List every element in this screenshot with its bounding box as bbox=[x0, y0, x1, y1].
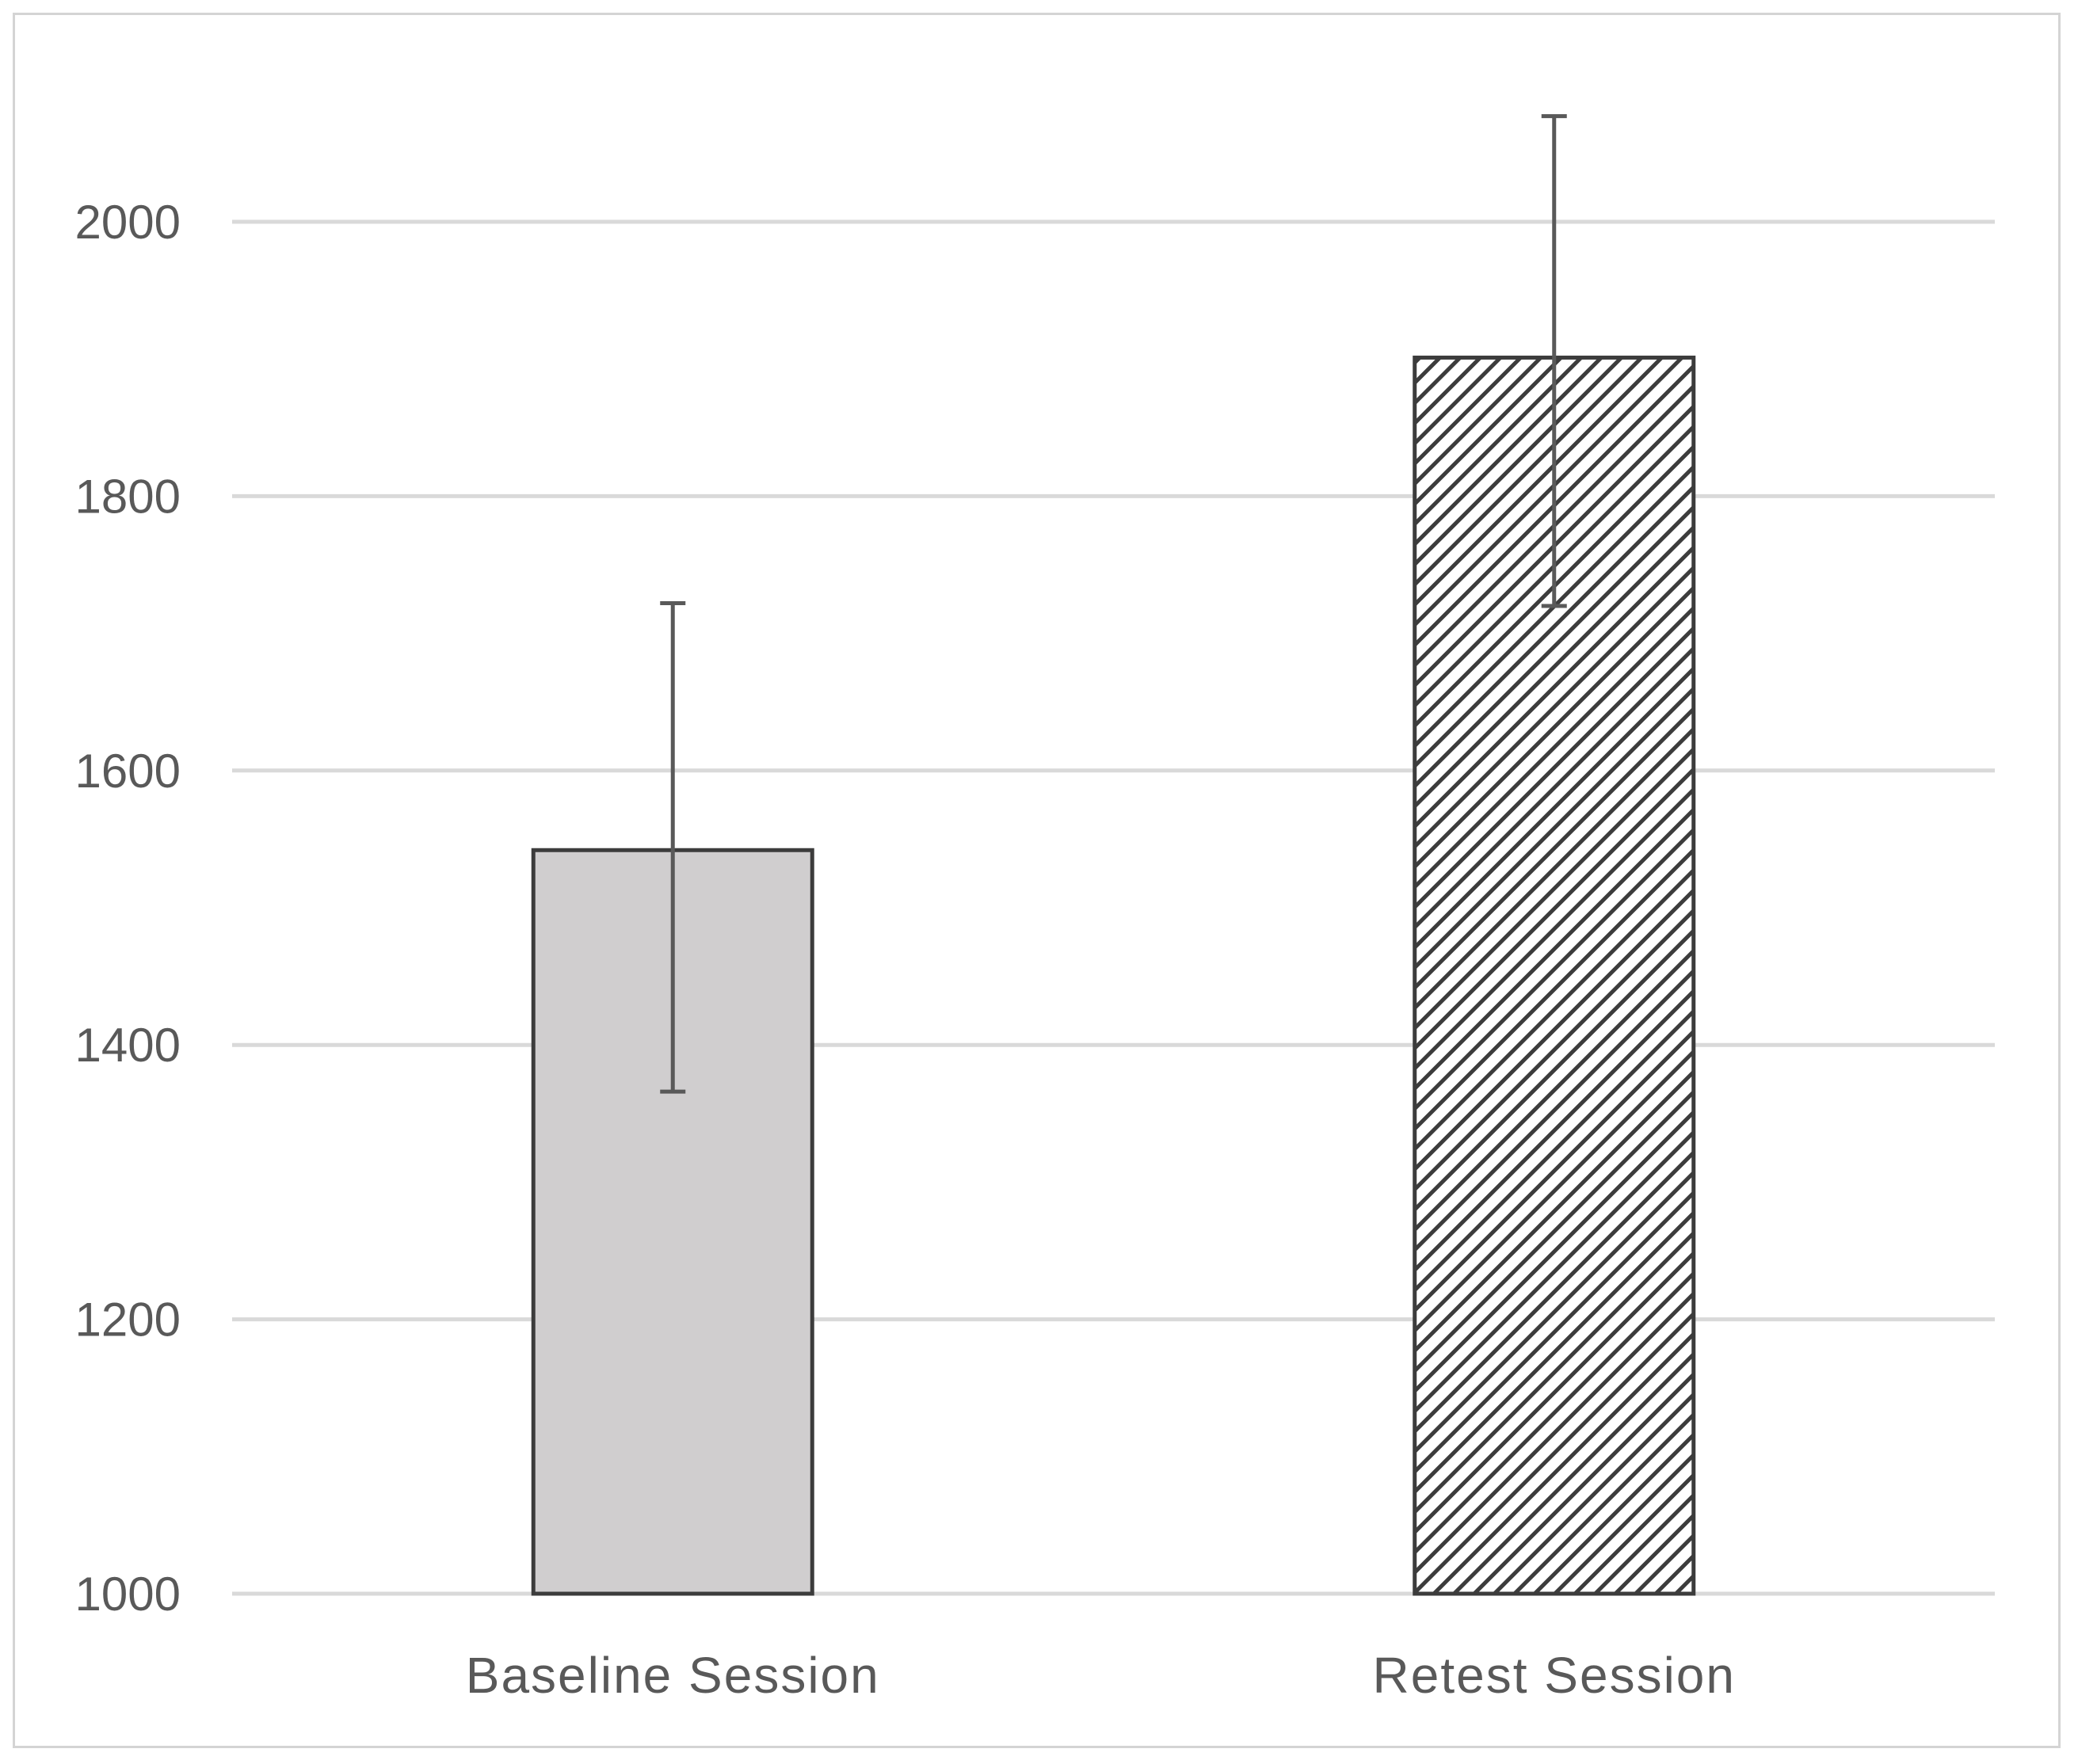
gridlines bbox=[232, 219, 1995, 1596]
error-bar bbox=[1541, 114, 1567, 608]
y-tick-label: 1600 bbox=[75, 745, 181, 798]
y-tick-label: 1400 bbox=[75, 1019, 181, 1072]
x-category-label: Retest Session bbox=[1373, 1647, 1736, 1704]
y-tick-label: 1000 bbox=[75, 1568, 181, 1621]
x-axis-category-labels: Baseline Session Retest Session bbox=[466, 1647, 1736, 1704]
y-tick-label: 1800 bbox=[75, 470, 181, 523]
bars bbox=[531, 355, 1696, 1596]
y-tick-label: 2000 bbox=[75, 196, 181, 249]
x-category-label: Baseline Session bbox=[466, 1647, 880, 1704]
error-bars bbox=[660, 114, 1567, 1094]
y-axis-tick-labels: 1000 1200 1400 1600 1800 2000 bbox=[75, 196, 181, 1621]
chart-frame bbox=[13, 13, 2061, 1748]
y-tick-label: 1200 bbox=[75, 1293, 181, 1347]
error-bar bbox=[660, 600, 686, 1094]
